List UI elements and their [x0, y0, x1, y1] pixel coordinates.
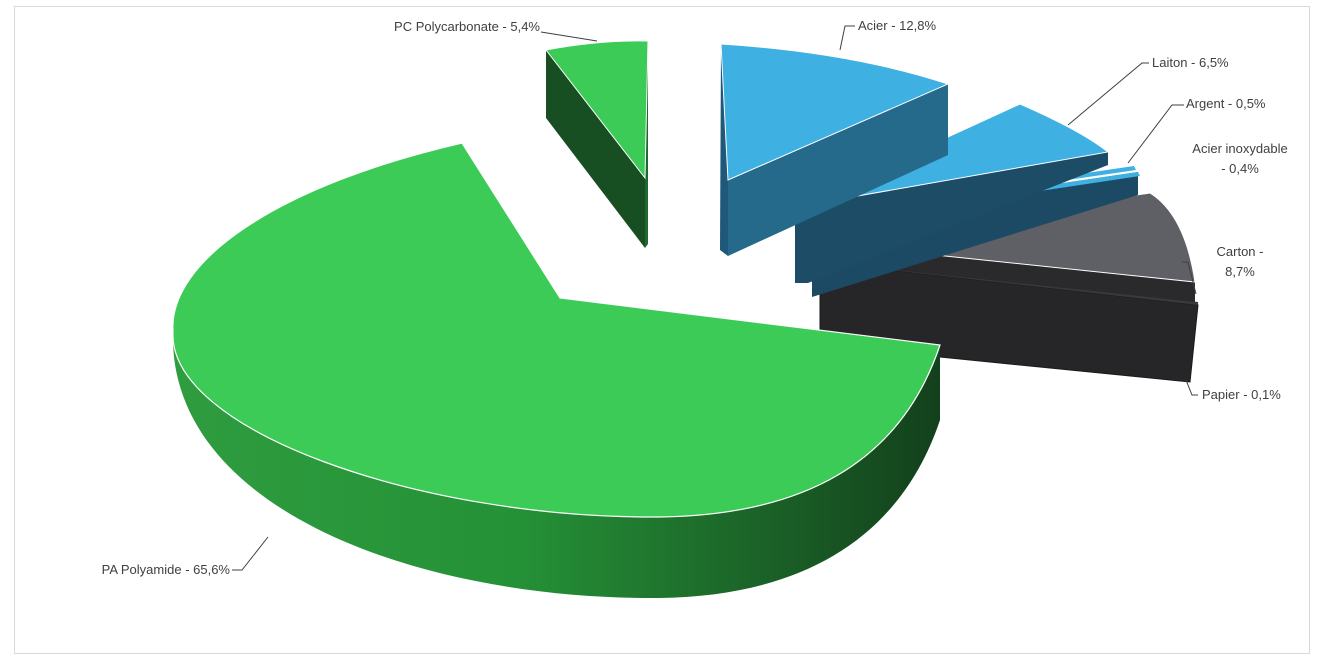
leader-lines — [232, 25, 1198, 571]
data-label-argent: Argent - 0,5% — [1186, 96, 1266, 111]
data-label-inox-line-2: - 0,4% — [1221, 161, 1259, 176]
data-label-carton-line-1: Carton - — [1217, 244, 1264, 259]
pie-slice-pa — [172, 142, 941, 599]
data-label-acier: Acier - 12,8% — [858, 18, 936, 33]
data-label-laiton: Laiton - 6,5% — [1152, 55, 1229, 70]
pie-slice-pc — [545, 40, 649, 248]
data-labels: PA Polyamide - 65,6% PC Polycarbonate - 5… — [102, 18, 1288, 577]
data-label-pc: PC Polycarbonate - 5,4% — [394, 19, 540, 34]
data-label-carton-line-2: 8,7% — [1225, 264, 1255, 279]
pie-slice-acier — [720, 43, 950, 256]
data-label-papier: Papier - 0,1% — [1202, 387, 1281, 402]
data-label-inox-line-1: Acier inoxydable — [1192, 141, 1287, 156]
data-label-pa: PA Polyamide - 65,6% — [102, 562, 231, 577]
